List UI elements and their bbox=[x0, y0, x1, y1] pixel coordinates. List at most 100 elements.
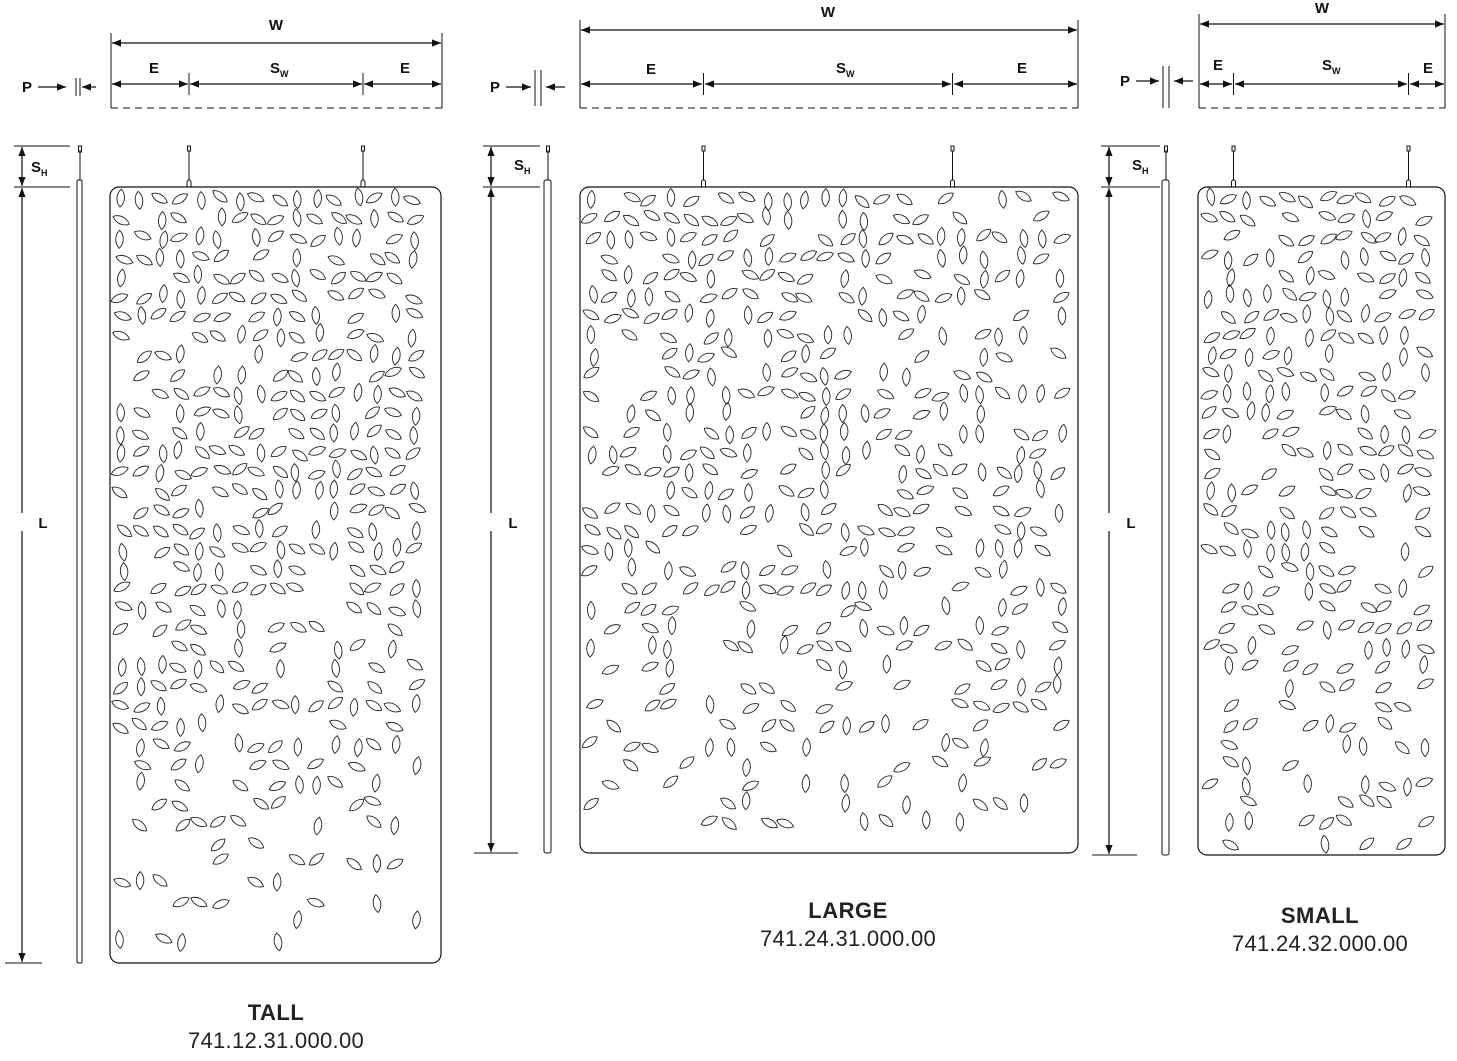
leaf-cutout bbox=[155, 488, 170, 501]
leaf-cutout bbox=[267, 502, 283, 515]
leaf-cutout bbox=[136, 738, 145, 758]
leaf-cutout bbox=[1403, 777, 1412, 797]
leaf-cutout bbox=[994, 538, 1004, 558]
leaf-cutout bbox=[1418, 429, 1437, 439]
leaf-cutout bbox=[722, 401, 731, 421]
hanger-cable bbox=[1406, 145, 1411, 190]
leaf-cutout bbox=[1397, 463, 1415, 475]
leaf-cutout bbox=[327, 680, 344, 693]
leaf-cutout bbox=[777, 271, 795, 283]
leaf-cutout bbox=[349, 582, 365, 596]
leaf-cutout bbox=[208, 445, 227, 455]
leaf-cutout bbox=[796, 274, 814, 285]
leaf-cutout bbox=[738, 191, 756, 202]
leaf-cutout bbox=[170, 758, 187, 771]
leaf-cutout bbox=[292, 208, 302, 228]
leaf-cutout bbox=[354, 187, 364, 207]
leaf-cutout bbox=[368, 370, 385, 383]
leaf-cutout bbox=[606, 527, 622, 540]
leaf-cutout bbox=[211, 486, 229, 498]
leaf-cutout bbox=[1285, 678, 1294, 699]
leaf-cutout bbox=[133, 230, 152, 241]
leaf-cutout bbox=[1223, 383, 1232, 404]
leaf-cutout bbox=[1281, 542, 1290, 563]
leaf-cutout bbox=[346, 349, 363, 361]
leaf-cutout bbox=[995, 352, 1014, 363]
leaf-cutout bbox=[408, 249, 418, 269]
leaf-cutout bbox=[819, 347, 837, 359]
leaf-cutout bbox=[217, 599, 226, 619]
leaf-cutout bbox=[1377, 445, 1395, 457]
leaf-cutout bbox=[1203, 639, 1221, 650]
leaf-cutout bbox=[1263, 309, 1280, 321]
leaf-cutout bbox=[1400, 325, 1409, 346]
leaf-cutout bbox=[365, 738, 382, 751]
leaf-cutout bbox=[1325, 343, 1334, 364]
leaf-cutout bbox=[743, 305, 753, 325]
leaf-cutout bbox=[213, 523, 222, 543]
leaf-cutout bbox=[195, 541, 204, 562]
length-label: L bbox=[38, 515, 47, 532]
leaf-cutout bbox=[1412, 486, 1431, 496]
leaf-cutout bbox=[307, 470, 326, 480]
leaf-cutout bbox=[366, 333, 385, 343]
leaf-cutout bbox=[699, 293, 718, 304]
leaf-cutout bbox=[819, 366, 829, 386]
panel-side-profile bbox=[1161, 179, 1170, 856]
leaf-cutout bbox=[783, 210, 793, 230]
leaf-cutout bbox=[1338, 332, 1355, 344]
leaf-cutout bbox=[1242, 756, 1251, 776]
leaf-cutout bbox=[780, 426, 798, 437]
leaf-cutout bbox=[133, 702, 151, 713]
leaf-cutout bbox=[1220, 311, 1236, 324]
leaf-cutout bbox=[840, 233, 856, 246]
leaf-cutout bbox=[722, 385, 731, 405]
leaf-cutout bbox=[369, 445, 379, 465]
leaf-cutout bbox=[386, 272, 403, 285]
leaf-cutout bbox=[892, 214, 911, 225]
leaf-cutout bbox=[1052, 621, 1069, 633]
leaf-cutout bbox=[365, 406, 380, 419]
leaf-cutout bbox=[992, 505, 1010, 517]
leaf-cutout bbox=[858, 229, 868, 249]
leaf-cutout bbox=[269, 582, 286, 595]
leaf-cutout bbox=[389, 561, 405, 574]
leaf-cutout bbox=[878, 308, 888, 328]
leaf-cutout bbox=[624, 601, 641, 614]
leaf-cutout bbox=[1298, 814, 1315, 827]
leaf-cutout bbox=[1200, 212, 1219, 223]
leaf-cutout bbox=[1282, 760, 1299, 771]
hanger-cable bbox=[360, 145, 366, 190]
leaf-cutout bbox=[758, 682, 775, 694]
leaf-cutout bbox=[697, 352, 715, 363]
leaf-cutout bbox=[1049, 758, 1067, 769]
leaf-cutout bbox=[759, 234, 775, 247]
leaf-cutout bbox=[175, 819, 191, 832]
leaf-cutout bbox=[366, 602, 382, 615]
leaf-cutout bbox=[234, 733, 244, 753]
leaf-cutout bbox=[1396, 838, 1412, 850]
leaf-cutout bbox=[328, 386, 346, 398]
leaf-cutout bbox=[293, 737, 303, 757]
leaf-cutout bbox=[704, 480, 714, 500]
leaf-cutout bbox=[285, 582, 304, 593]
leaf-cutout bbox=[272, 194, 289, 207]
leaf-cutout bbox=[1339, 679, 1355, 691]
leaf-cutout bbox=[583, 366, 600, 379]
leaf-cutout bbox=[1050, 582, 1067, 594]
leaf-cutout bbox=[387, 211, 404, 223]
leaf-cutout bbox=[1262, 586, 1280, 597]
leaf-cutout bbox=[639, 390, 658, 401]
leaf-cutout bbox=[957, 638, 973, 651]
leaf-cutout bbox=[1016, 521, 1026, 541]
leaf-cutout bbox=[189, 624, 208, 635]
leaf-cutout bbox=[626, 404, 636, 424]
leaf-cutout bbox=[230, 815, 247, 827]
leaf-cutout bbox=[706, 269, 716, 289]
leaf-cutout bbox=[622, 214, 640, 227]
leaf-cutout bbox=[582, 507, 599, 519]
leaf-cutout bbox=[587, 189, 596, 210]
leaf-cutout bbox=[586, 638, 595, 658]
leaf-cutout bbox=[601, 466, 620, 476]
leaf-cutout bbox=[248, 428, 265, 440]
